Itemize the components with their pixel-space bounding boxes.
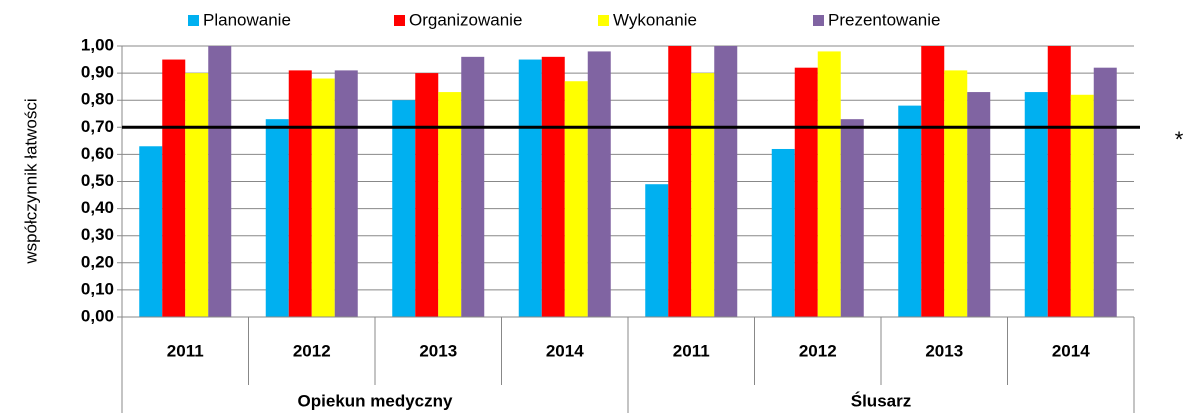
y-tick-label: 0,90 xyxy=(81,63,114,82)
y-tick-label: 0,80 xyxy=(81,90,114,109)
y-tick-label: 0,10 xyxy=(81,279,114,298)
y-tick-label: 0,50 xyxy=(81,171,114,190)
x-tick-label: 2012 xyxy=(799,341,837,360)
x-tick-label: 2013 xyxy=(419,341,457,360)
bar xyxy=(840,119,864,317)
legend-label: Organizowanie xyxy=(409,10,522,29)
bar xyxy=(587,51,611,318)
bar xyxy=(334,70,358,317)
group-label: Ślusarz xyxy=(851,391,911,410)
bar xyxy=(794,67,818,318)
bar xyxy=(311,78,335,318)
bar xyxy=(208,46,232,317)
bar xyxy=(139,146,163,317)
bar xyxy=(771,148,795,317)
bar xyxy=(541,56,565,318)
bar xyxy=(921,46,945,317)
group-label: Opiekun medyczny xyxy=(298,391,453,410)
y-tick-label: 0,40 xyxy=(81,198,114,217)
legend-swatch xyxy=(598,15,609,26)
bar xyxy=(1047,46,1071,317)
bar xyxy=(691,73,715,317)
x-tick-label: 2011 xyxy=(167,341,204,360)
y-tick-label: 0,00 xyxy=(81,306,114,325)
bar xyxy=(645,184,669,317)
bar xyxy=(392,100,416,317)
bar xyxy=(967,92,991,317)
bar xyxy=(415,73,439,317)
y-tick-label: 0,30 xyxy=(81,225,114,244)
bar xyxy=(461,56,485,318)
bar xyxy=(714,46,738,317)
bar xyxy=(288,70,312,317)
bar xyxy=(564,81,588,317)
bar xyxy=(162,59,186,318)
x-tick-label: 2014 xyxy=(1052,341,1090,360)
y-axis-title: współczynnik łatwości xyxy=(21,98,40,264)
legend-swatch xyxy=(188,15,199,26)
x-tick-label: 2012 xyxy=(293,341,331,360)
legend-swatch xyxy=(394,15,405,26)
bar xyxy=(438,92,462,317)
x-tick-label: 2011 xyxy=(673,341,710,360)
y-tick-label: 1,00 xyxy=(81,35,114,54)
legend-label: Planowanie xyxy=(203,10,291,29)
y-tick-label: 0,70 xyxy=(81,117,114,136)
y-tick-label: 0,20 xyxy=(81,252,114,271)
legend-label: Wykonanie xyxy=(613,10,697,29)
reference-label: * xyxy=(1175,127,1183,152)
x-tick-label: 2014 xyxy=(546,341,584,360)
bar xyxy=(817,51,841,318)
bar xyxy=(1024,92,1048,317)
bar xyxy=(265,119,289,317)
bar xyxy=(185,73,209,317)
bar xyxy=(1070,94,1094,317)
bar xyxy=(898,105,922,318)
bar xyxy=(944,70,968,317)
bar xyxy=(518,59,542,318)
x-tick-label: 2013 xyxy=(925,341,963,360)
bar xyxy=(668,46,692,317)
legend-swatch xyxy=(813,15,824,26)
y-tick-label: 0,60 xyxy=(81,144,114,163)
bar xyxy=(1093,67,1117,318)
legend-label: Prezentowanie xyxy=(828,10,940,29)
